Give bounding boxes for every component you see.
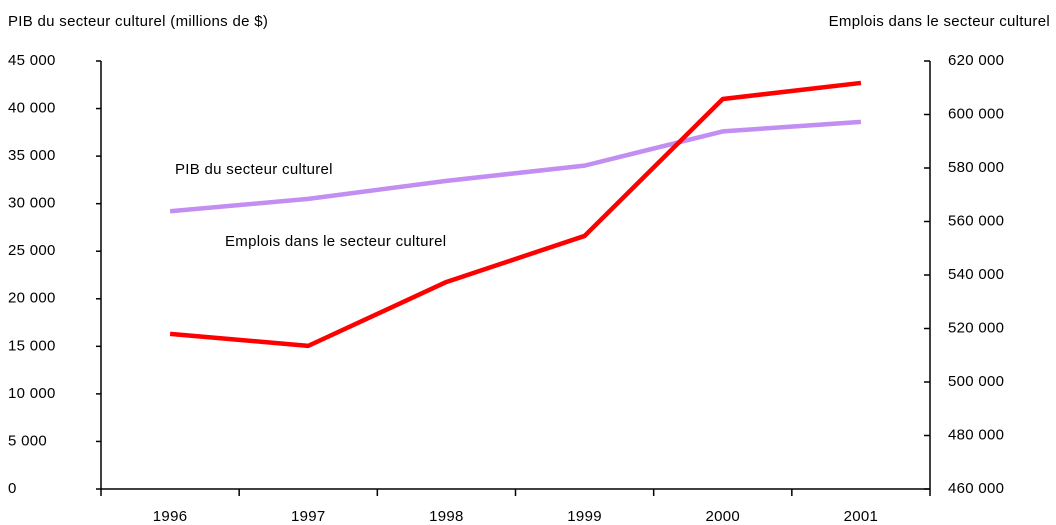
series-line — [169, 119, 862, 214]
y2-axis-title: Emplois dans le secteur culturel — [829, 13, 1050, 30]
y2-tick-label: 600 000 — [948, 105, 1004, 122]
y-tick-label: 0 — [8, 480, 17, 497]
y2-tick-label: 520 000 — [948, 319, 1004, 336]
y-axis-title: PIB du secteur culturel (millions de $) — [8, 13, 268, 30]
y2-tick-label: 540 000 — [948, 266, 1004, 283]
y2-tick-label: 460 000 — [948, 480, 1004, 497]
y-tick-label: 10 000 — [8, 385, 56, 402]
y2-tick-label: 480 000 — [948, 426, 1004, 443]
y2-tick-label: 500 000 — [948, 373, 1004, 390]
x-tick-label: 1999 — [567, 508, 602, 525]
x-tick-label: 2001 — [844, 508, 879, 525]
y-tick-label: 25 000 — [8, 242, 56, 259]
y2-tick-label: 580 000 — [948, 159, 1004, 176]
annotation: PIB du secteur culturel — [175, 161, 333, 178]
y2-tick-label: 560 000 — [948, 212, 1004, 229]
y-tick-label: 20 000 — [8, 290, 56, 307]
x-tick-label: 1996 — [153, 508, 188, 525]
y-tick-label: 35 000 — [8, 147, 56, 164]
y-tick-label: 40 000 — [8, 100, 56, 117]
y-tick-label: 45 000 — [8, 52, 56, 69]
series-line — [169, 80, 862, 349]
x-tick-label: 1998 — [429, 508, 464, 525]
y2-tick-label: 620 000 — [948, 52, 1004, 69]
x-tick-label: 2000 — [705, 508, 740, 525]
y-tick-label: 30 000 — [8, 195, 56, 212]
y-tick-label: 15 000 — [8, 337, 56, 354]
annotation: Emplois dans le secteur culturel — [225, 233, 446, 250]
x-tick-label: 1997 — [291, 508, 326, 525]
y-tick-label: 5 000 — [8, 432, 47, 449]
